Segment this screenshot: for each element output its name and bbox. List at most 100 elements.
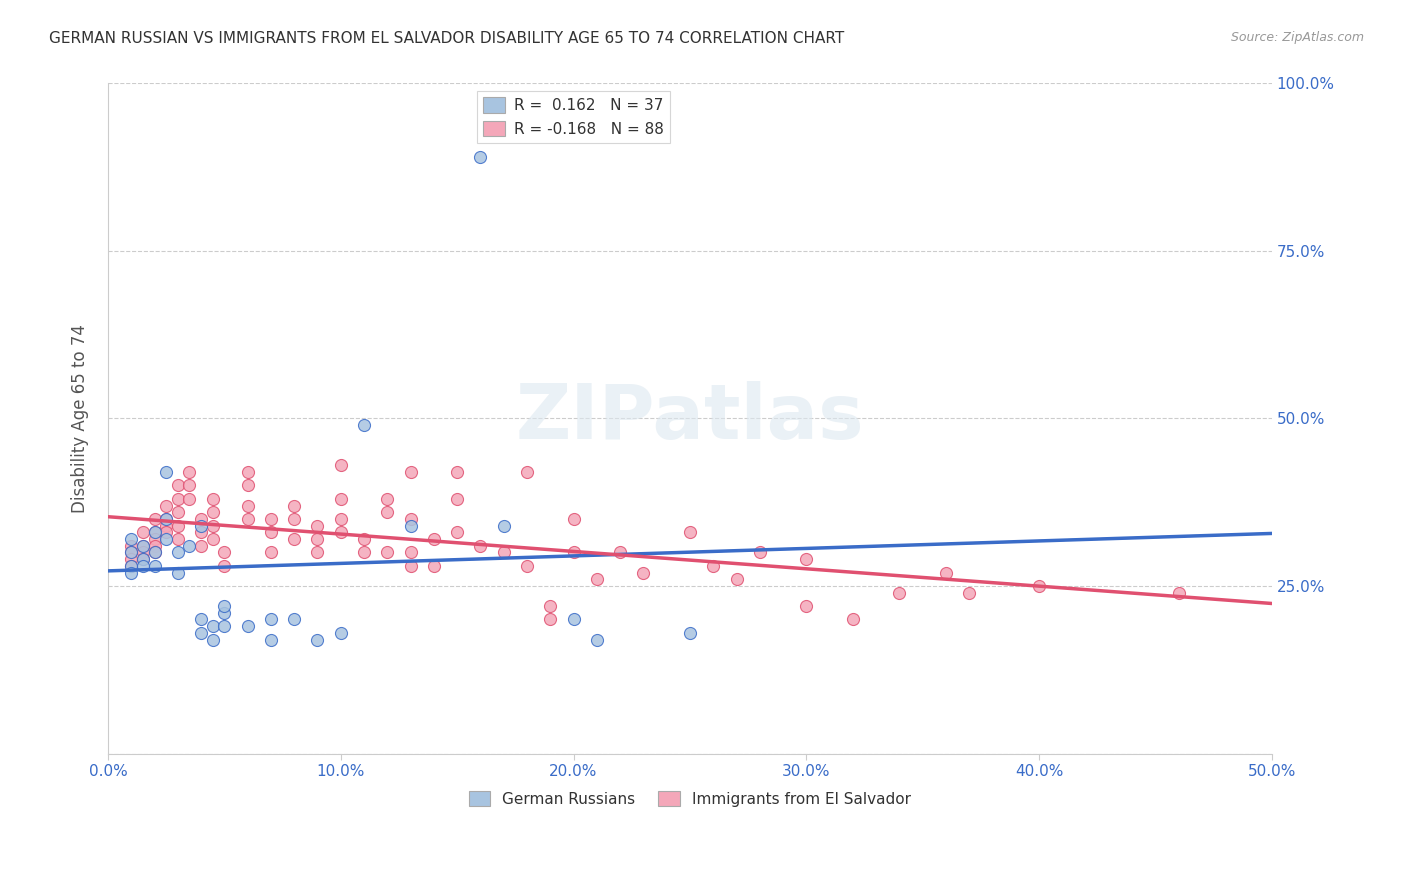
Point [132, 552, 155, 566]
Point [132, 525, 155, 540]
Point [166, 545, 188, 559]
Point [375, 505, 398, 519]
Point [375, 545, 398, 559]
Point [446, 525, 468, 540]
Point [179, 465, 201, 479]
Point [794, 552, 817, 566]
Point [236, 478, 259, 492]
Point [214, 558, 236, 573]
Point [842, 613, 865, 627]
Point [399, 545, 422, 559]
Point [201, 619, 224, 633]
Point [214, 545, 236, 559]
Point [155, 499, 177, 513]
Point [889, 585, 911, 599]
Point [633, 566, 655, 580]
Point [132, 552, 155, 566]
Point [399, 512, 422, 526]
Point [166, 566, 188, 580]
Point [585, 572, 607, 586]
Point [446, 465, 468, 479]
Point [236, 465, 259, 479]
Point [957, 585, 980, 599]
Point [236, 512, 259, 526]
Point [399, 518, 422, 533]
Point [120, 539, 142, 553]
Point [283, 613, 305, 627]
Point [423, 532, 446, 546]
Point [353, 532, 375, 546]
Point [190, 626, 212, 640]
Point [120, 532, 142, 546]
Point [516, 465, 538, 479]
Point [679, 525, 702, 540]
Point [516, 558, 538, 573]
Point [562, 613, 585, 627]
Point [236, 619, 259, 633]
Point [1028, 579, 1050, 593]
Point [201, 632, 224, 647]
Y-axis label: Disability Age 65 to 74: Disability Age 65 to 74 [72, 324, 89, 513]
Point [179, 478, 201, 492]
Point [470, 150, 492, 164]
Point [329, 491, 352, 506]
Point [702, 558, 724, 573]
Point [120, 545, 142, 559]
Legend: German Russians, Immigrants from El Salvador: German Russians, Immigrants from El Salv… [463, 785, 917, 813]
Point [748, 545, 770, 559]
Point [143, 525, 166, 540]
Point [214, 606, 236, 620]
Point [329, 525, 352, 540]
Point [375, 491, 398, 506]
Point [166, 505, 188, 519]
Point [725, 572, 748, 586]
Point [166, 491, 188, 506]
Point [260, 525, 283, 540]
Point [214, 599, 236, 613]
Point [260, 545, 283, 559]
Point [155, 525, 177, 540]
Point [132, 539, 155, 553]
Point [143, 512, 166, 526]
Point [562, 512, 585, 526]
Point [423, 558, 446, 573]
Point [143, 545, 166, 559]
Point [143, 532, 166, 546]
Point [307, 545, 329, 559]
Point [120, 566, 142, 580]
Point [166, 478, 188, 492]
Point [492, 518, 515, 533]
Point [236, 499, 259, 513]
Point [143, 525, 166, 540]
Point [190, 539, 212, 553]
Point [329, 458, 352, 473]
Point [260, 613, 283, 627]
Point [201, 518, 224, 533]
Point [190, 518, 212, 533]
Point [132, 539, 155, 553]
Point [283, 532, 305, 546]
Point [538, 613, 561, 627]
Point [307, 632, 329, 647]
Point [120, 558, 142, 573]
Point [190, 525, 212, 540]
Point [155, 512, 177, 526]
Point [399, 465, 422, 479]
Point [329, 512, 352, 526]
Point [214, 619, 236, 633]
Point [201, 491, 224, 506]
Point [283, 512, 305, 526]
Point [132, 558, 155, 573]
Point [120, 558, 142, 573]
Point [538, 599, 561, 613]
Point [562, 545, 585, 559]
Point [446, 491, 468, 506]
Point [120, 552, 142, 566]
Point [353, 418, 375, 433]
Point [143, 539, 166, 553]
Point [470, 539, 492, 553]
Text: Source: ZipAtlas.com: Source: ZipAtlas.com [1230, 31, 1364, 45]
Point [1167, 585, 1189, 599]
Point [260, 632, 283, 647]
Point [143, 545, 166, 559]
